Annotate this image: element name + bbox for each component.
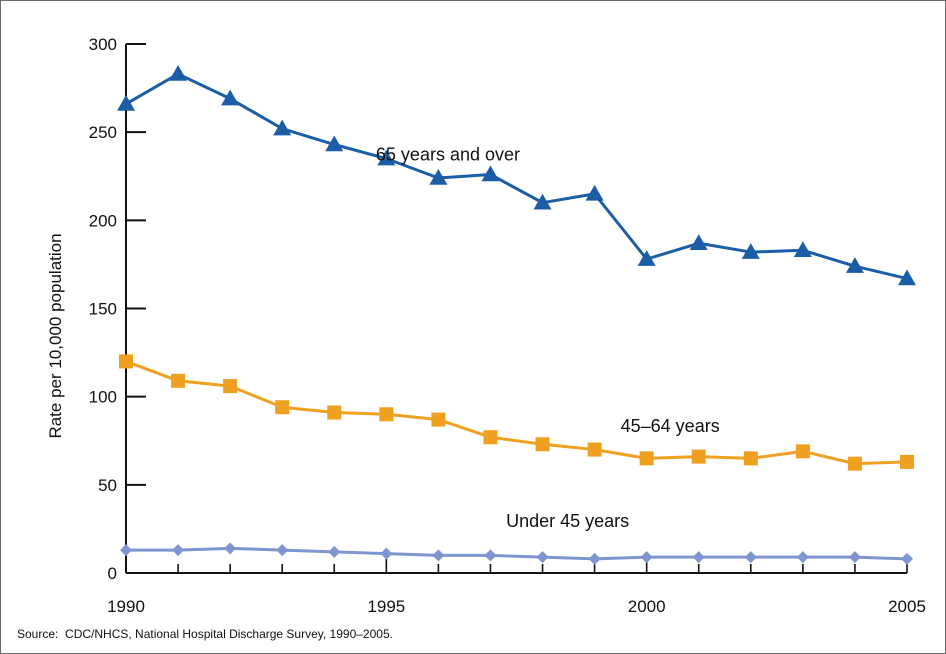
point-45-64-years-2002 <box>743 451 758 466</box>
point-65-years-and-over-1991 <box>169 64 188 81</box>
point-65-years-and-over-1999 <box>585 184 604 201</box>
point-under-45-years-2003 <box>796 551 809 564</box>
x-tick-label-1990: 1990 <box>107 597 145 616</box>
point-45-64-years-2000 <box>639 451 654 466</box>
y-tick-label-50: 50 <box>98 476 117 495</box>
x-tick-label-1995: 1995 <box>367 597 405 616</box>
point-under-45-years-1995 <box>380 547 393 560</box>
point-45-64-years-1993 <box>275 400 290 415</box>
y-tick-label-300: 300 <box>89 35 117 54</box>
point-45-64-years-2005 <box>900 454 914 469</box>
x-tick-label-2005: 2005 <box>888 597 926 616</box>
point-65-years-and-over-1997 <box>481 165 500 182</box>
point-45-64-years-1990 <box>119 354 133 369</box>
point-45-64-years-2004 <box>847 456 862 471</box>
point-under-45-years-1990 <box>120 544 132 557</box>
point-under-45-years-1998 <box>536 551 549 564</box>
ticks: 0 50 100 150 200 250 300 1990 1995 2000 2005 <box>89 35 926 616</box>
point-under-45-years-1993 <box>276 544 289 557</box>
point-45-64-years-2003 <box>795 444 810 459</box>
point-under-45-years-1999 <box>588 552 601 565</box>
series-label-45-64-years: 45–64 years <box>621 416 720 436</box>
point-65-years-and-over-1993 <box>273 119 292 136</box>
point-45-64-years-1997 <box>483 430 498 445</box>
y-tick-label-250: 250 <box>89 123 117 142</box>
y-axis-title: Rate per 10,000 population <box>46 233 65 438</box>
point-under-45-years-1992 <box>224 542 237 555</box>
point-under-45-years-1996 <box>432 549 445 562</box>
point-under-45-years-2004 <box>848 551 861 564</box>
point-65-years-and-over-1995 <box>377 149 396 166</box>
point-45-64-years-1995 <box>379 407 394 422</box>
x-tick-label-2000: 2000 <box>628 597 666 616</box>
point-65-years-and-over-2001 <box>689 234 708 251</box>
point-45-64-years-2001 <box>691 449 706 464</box>
point-under-45-years-2000 <box>640 551 653 564</box>
axes <box>125 44 907 574</box>
point-65-years-and-over-1990 <box>117 94 135 111</box>
series-markers <box>117 64 916 565</box>
point-under-45-years-2005 <box>901 552 913 565</box>
point-65-years-and-over-1994 <box>325 135 344 152</box>
series-labels: 65 years and over 45–64 years Under 45 yea… <box>376 144 720 531</box>
point-45-64-years-1999 <box>587 442 602 457</box>
point-65-years-and-over-1998 <box>533 193 552 210</box>
point-65-years-and-over-1992 <box>221 89 240 106</box>
series-label-65-years-and-over: 65 years and over <box>376 144 520 164</box>
point-65-years-and-over-2000 <box>637 250 656 266</box>
point-45-64-years-1992 <box>223 379 238 394</box>
source-note: Source: CDC/NHCS, National Hospital Disc… <box>17 627 393 641</box>
point-under-45-years-1991 <box>172 544 185 557</box>
series-line-under-45-years <box>126 546 908 561</box>
point-65-years-and-over-2003 <box>793 241 812 258</box>
series-line-45-64-years <box>125 359 908 466</box>
point-65-years-and-over-1996 <box>429 169 448 185</box>
point-under-45-years-1994 <box>328 545 341 558</box>
series-label-under-45-years: Under 45 years <box>506 511 629 531</box>
point-65-years-and-over-2005 <box>898 269 916 286</box>
series-lines <box>125 72 908 561</box>
point-45-64-years-1994 <box>327 405 342 420</box>
point-45-64-years-1998 <box>535 437 550 452</box>
point-65-years-and-over-2002 <box>741 243 760 259</box>
point-65-years-and-over-2004 <box>845 257 864 273</box>
point-45-64-years-1991 <box>171 373 186 388</box>
point-45-64-years-1996 <box>431 412 446 427</box>
point-under-45-years-2001 <box>692 551 705 564</box>
point-under-45-years-1997 <box>484 549 497 562</box>
series-line-65-years-and-over <box>125 72 908 280</box>
y-tick-label-100: 100 <box>89 388 117 407</box>
y-tick-label-200: 200 <box>89 211 117 230</box>
point-under-45-years-2002 <box>744 551 757 564</box>
y-tick-label-0: 0 <box>108 564 117 583</box>
y-tick-label-150: 150 <box>89 300 117 319</box>
